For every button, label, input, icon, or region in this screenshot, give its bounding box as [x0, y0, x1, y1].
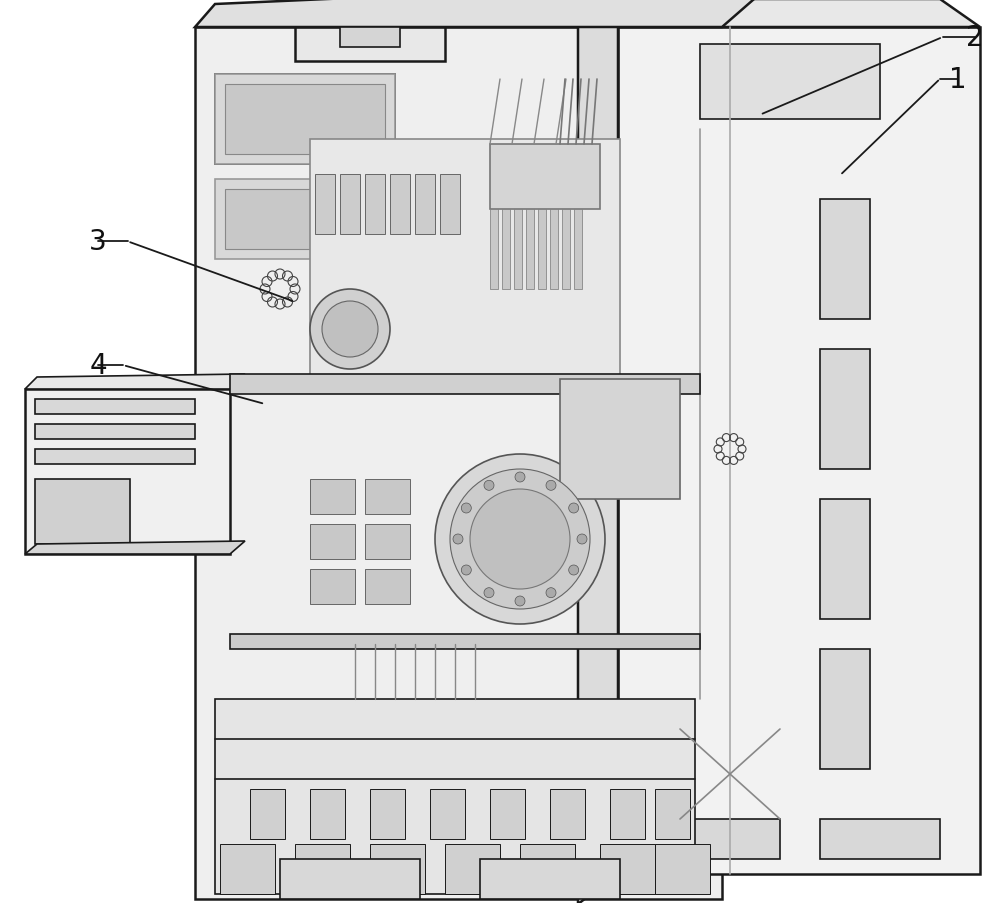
Polygon shape — [340, 28, 400, 48]
Polygon shape — [220, 844, 275, 894]
Polygon shape — [215, 699, 695, 894]
Circle shape — [484, 588, 494, 598]
Polygon shape — [514, 209, 522, 290]
Text: 1: 1 — [949, 66, 967, 93]
Polygon shape — [820, 499, 870, 619]
Circle shape — [515, 596, 525, 606]
Polygon shape — [230, 634, 700, 649]
Circle shape — [546, 588, 556, 598]
Polygon shape — [310, 479, 355, 515]
Polygon shape — [35, 450, 195, 464]
Polygon shape — [560, 379, 680, 499]
Circle shape — [435, 454, 605, 624]
Circle shape — [484, 480, 494, 490]
Polygon shape — [574, 209, 582, 290]
Polygon shape — [370, 789, 405, 839]
Polygon shape — [310, 140, 620, 389]
Polygon shape — [502, 209, 510, 290]
Circle shape — [470, 489, 570, 590]
Polygon shape — [578, 0, 618, 903]
Polygon shape — [618, 28, 980, 874]
Circle shape — [461, 565, 471, 575]
Polygon shape — [480, 859, 620, 899]
Polygon shape — [230, 375, 700, 395]
Polygon shape — [550, 209, 558, 290]
Polygon shape — [370, 844, 425, 894]
Polygon shape — [660, 819, 780, 859]
Polygon shape — [538, 209, 546, 290]
Polygon shape — [600, 844, 655, 894]
Polygon shape — [490, 209, 498, 290]
Polygon shape — [35, 399, 195, 414]
Polygon shape — [195, 28, 722, 899]
Polygon shape — [655, 789, 690, 839]
Circle shape — [310, 290, 390, 369]
Polygon shape — [820, 649, 870, 769]
Polygon shape — [310, 525, 355, 559]
Polygon shape — [25, 542, 245, 554]
Polygon shape — [550, 789, 585, 839]
Polygon shape — [195, 0, 777, 28]
Polygon shape — [225, 190, 360, 250]
Polygon shape — [295, 28, 445, 62]
Polygon shape — [820, 349, 870, 470]
Polygon shape — [280, 859, 420, 899]
Circle shape — [461, 504, 471, 514]
Text: 4: 4 — [89, 352, 107, 379]
Circle shape — [450, 470, 590, 610]
Polygon shape — [310, 789, 345, 839]
Polygon shape — [526, 209, 534, 290]
Polygon shape — [310, 570, 355, 604]
Polygon shape — [520, 844, 575, 894]
Polygon shape — [25, 389, 230, 554]
Polygon shape — [340, 175, 360, 235]
Polygon shape — [295, 844, 350, 894]
Polygon shape — [562, 209, 570, 290]
Polygon shape — [610, 789, 645, 839]
Circle shape — [569, 565, 579, 575]
Polygon shape — [365, 570, 410, 604]
Circle shape — [322, 302, 378, 358]
Polygon shape — [215, 75, 395, 165]
Circle shape — [453, 535, 463, 545]
Polygon shape — [25, 375, 245, 389]
Polygon shape — [315, 175, 335, 235]
Polygon shape — [700, 45, 880, 120]
Circle shape — [546, 480, 556, 490]
Polygon shape — [390, 175, 410, 235]
Circle shape — [515, 472, 525, 482]
Polygon shape — [35, 424, 195, 440]
Polygon shape — [215, 75, 395, 165]
Polygon shape — [655, 844, 710, 894]
Polygon shape — [250, 789, 285, 839]
Polygon shape — [820, 200, 870, 320]
Circle shape — [569, 504, 579, 514]
Polygon shape — [35, 479, 130, 545]
Text: 2: 2 — [966, 24, 984, 51]
Polygon shape — [365, 479, 410, 515]
Polygon shape — [440, 175, 460, 235]
Polygon shape — [445, 844, 500, 894]
Polygon shape — [820, 819, 940, 859]
Polygon shape — [365, 175, 385, 235]
Polygon shape — [415, 175, 435, 235]
Polygon shape — [578, 0, 980, 28]
Polygon shape — [430, 789, 465, 839]
Polygon shape — [365, 525, 410, 559]
Polygon shape — [490, 144, 600, 209]
Polygon shape — [215, 180, 370, 260]
Polygon shape — [225, 85, 385, 154]
Text: 3: 3 — [89, 228, 107, 256]
Circle shape — [577, 535, 587, 545]
Polygon shape — [490, 789, 525, 839]
